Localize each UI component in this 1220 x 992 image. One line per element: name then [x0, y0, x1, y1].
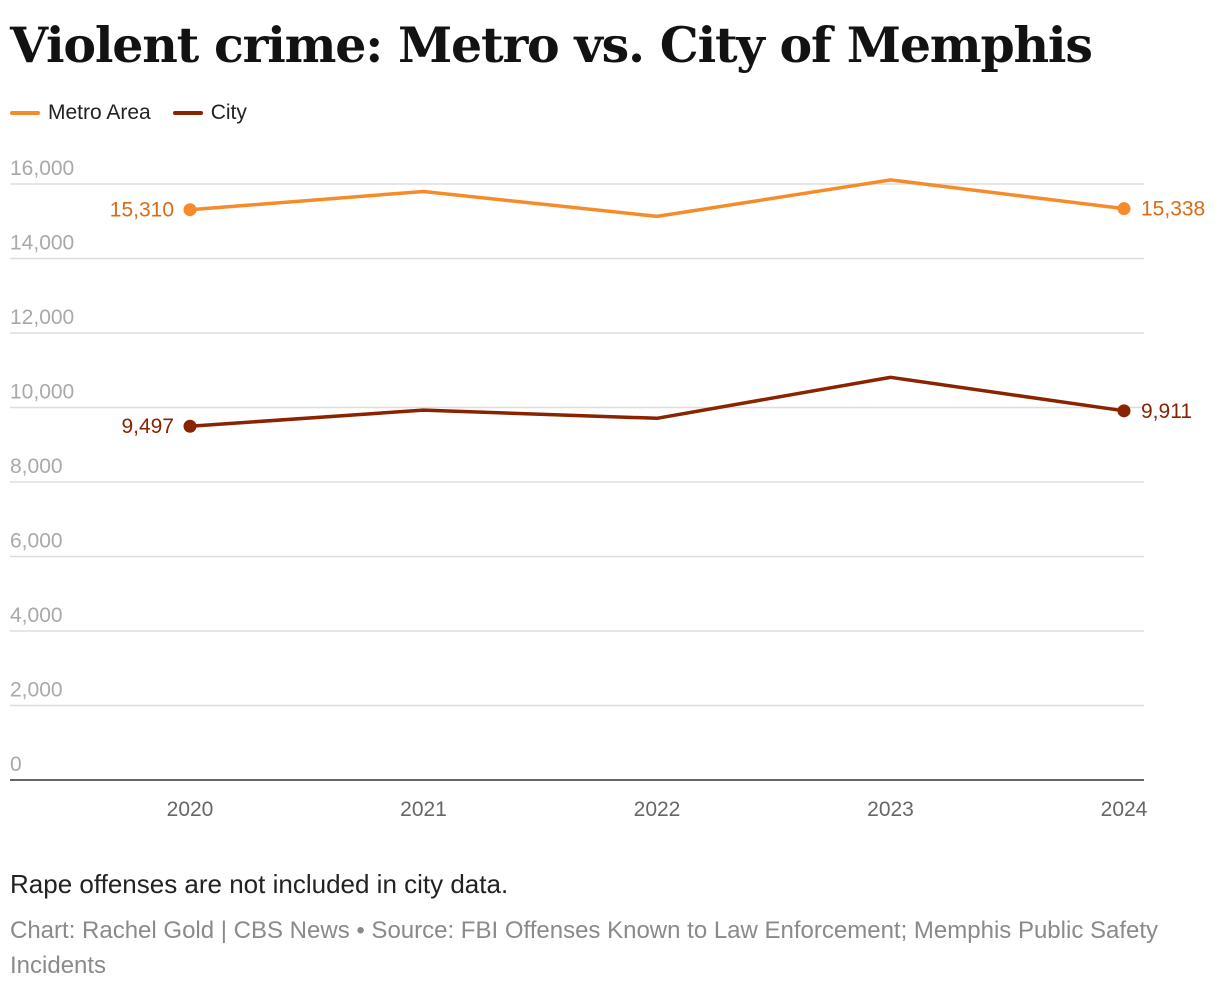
- chart-note: Rape offenses are not included in city d…: [10, 869, 509, 899]
- y-tick-label: 4,000: [10, 604, 63, 627]
- x-tick-label: 2021: [400, 798, 447, 821]
- data-label-metro-area-first: 15,310: [110, 199, 174, 222]
- legend: Metro Area City: [10, 98, 269, 128]
- y-tick-label: 0: [10, 753, 22, 776]
- legend-item-metro-area: Metro Area: [10, 101, 151, 125]
- data-label-city-last: 9,911: [1141, 400, 1192, 423]
- y-tick-label: 8,000: [10, 455, 63, 478]
- y-tick-label: 6,000: [10, 530, 63, 553]
- x-tick-label: 2020: [167, 798, 214, 821]
- y-tick-label: 12,000: [10, 306, 74, 329]
- series-line-city: [188, 375, 1126, 428]
- y-tick-label: 2,000: [10, 679, 63, 702]
- chart-title: Violent crime: Metro vs. City of Memphis: [10, 16, 1093, 74]
- x-tick-label: 2023: [867, 798, 914, 821]
- legend-label-city: City: [210, 101, 247, 124]
- data-point-city: [183, 419, 197, 433]
- y-tick-label: 10,000: [10, 381, 74, 404]
- data-label-city-first: 9,497: [121, 415, 174, 438]
- x-tick-label: 2022: [634, 798, 681, 821]
- chart-source: Chart: Rachel Gold | CBS News • Source: …: [10, 917, 1159, 979]
- legend-item-city: City: [172, 101, 247, 125]
- data-point-city: [1117, 404, 1131, 418]
- y-tick-label: 14,000: [10, 232, 74, 255]
- data-point-metro-area: [183, 203, 197, 217]
- x-tick-label: 2024: [1101, 798, 1148, 821]
- legend-swatch-city: [172, 111, 203, 115]
- line-chart: 0 2,000 4,000 6,000 8,000 10,000 12,000 14,000 1…: [10, 157, 1205, 821]
- series-line-metro-area: [188, 178, 1126, 219]
- legend-swatch-metro-area: [10, 111, 40, 115]
- data-label-metro-area-last: 15,338: [1141, 198, 1205, 221]
- y-tick-label: 16,000: [10, 157, 74, 180]
- data-point-metro-area: [1117, 202, 1131, 216]
- legend-label-metro-area: Metro Area: [48, 101, 151, 124]
